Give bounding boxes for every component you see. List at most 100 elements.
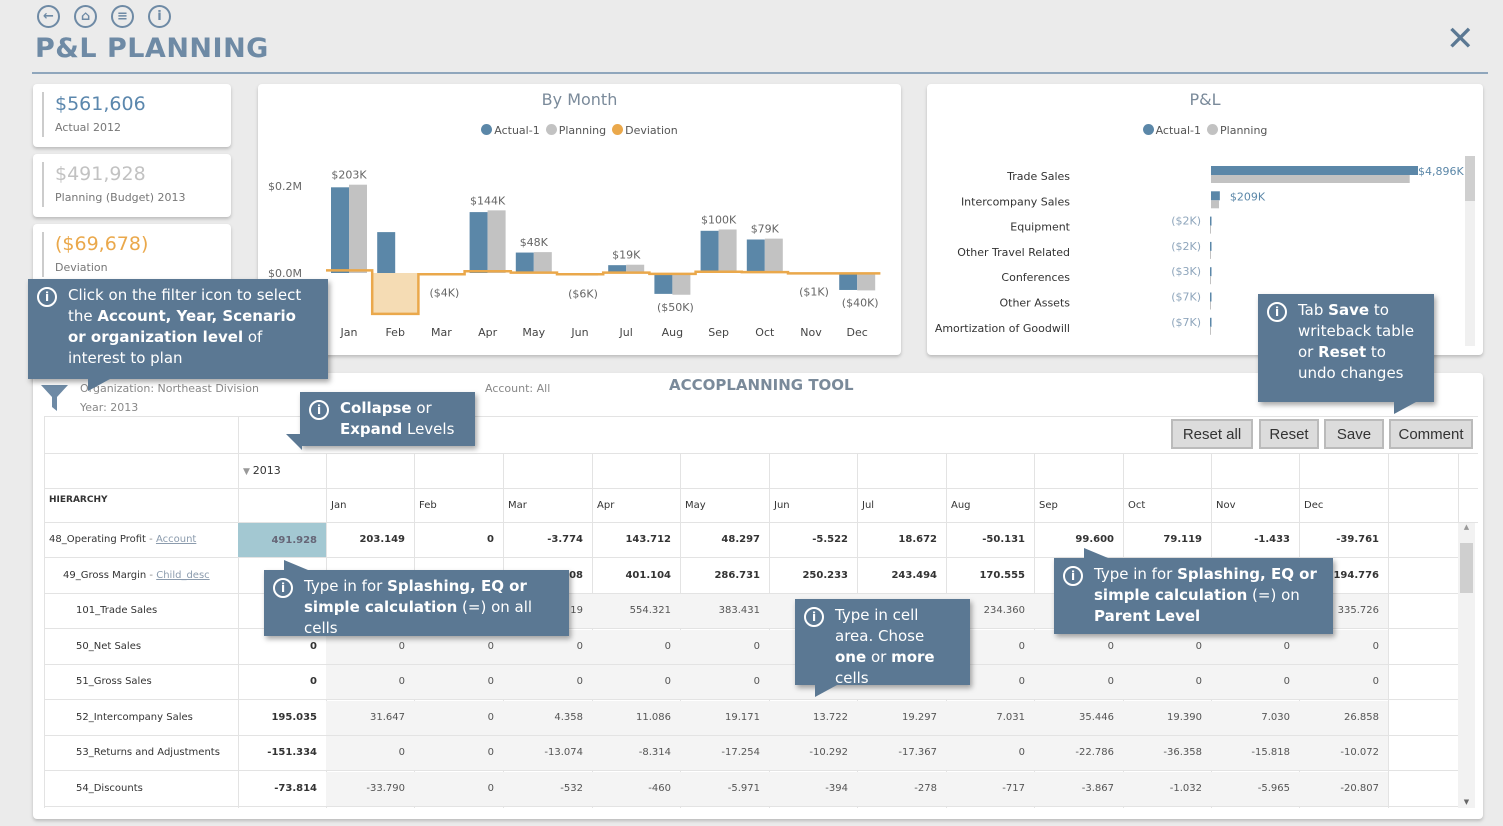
table-cell[interactable]: -8.314 [638, 747, 671, 758]
table-cell[interactable]: 19.390 [1167, 711, 1202, 723]
table-cell[interactable]: 0 [1283, 640, 1290, 652]
table-cell[interactable]: 0 [1018, 676, 1025, 687]
table-cell[interactable]: 203.149 [359, 534, 405, 545]
table-cell[interactable]: 0 [664, 640, 671, 652]
table-cell[interactable]: -717 [1002, 782, 1025, 794]
reset-button[interactable]: Reset [1259, 419, 1319, 449]
table-cell[interactable]: 0 [753, 640, 760, 652]
table-cell[interactable]: 0 [487, 640, 494, 652]
collapse-triangle-icon[interactable]: ▼ [243, 467, 253, 477]
table-cell[interactable]: -15.818 [1251, 747, 1290, 758]
table-cell[interactable]: 0 [310, 676, 317, 687]
row-link[interactable]: Child_desc [156, 569, 210, 581]
back-icon[interactable]: ← [37, 5, 60, 28]
table-cell[interactable]: 243.494 [891, 569, 937, 581]
table-cell[interactable]: -50.131 [982, 534, 1025, 545]
table-cell[interactable]: 0 [1372, 640, 1379, 652]
table-cell[interactable]: 401.104 [625, 569, 671, 581]
scroll-down-icon[interactable]: ▼ [1463, 798, 1470, 806]
table-cell[interactable]: 0 [576, 640, 583, 652]
table-cell[interactable]: -10.292 [809, 747, 848, 758]
table-cell[interactable]: 143.712 [625, 534, 671, 545]
year-toggle[interactable]: ▼ 2013 [243, 453, 281, 488]
table-cell[interactable]: 0 [487, 711, 494, 723]
row-label[interactable]: 101_Trade Sales [76, 593, 157, 628]
table-scrollbar[interactable]: ▲ ▼ [1458, 523, 1475, 808]
table-cell[interactable]: 79.119 [1163, 534, 1202, 545]
table-cell[interactable]: 0 [753, 676, 760, 687]
scroll-up-icon[interactable]: ▲ [1463, 523, 1470, 531]
table-cell[interactable]: 11.086 [636, 711, 671, 723]
table-cell[interactable]: -5.971 [727, 782, 760, 794]
row-label[interactable]: 48_Operating Profit - Account [49, 522, 196, 557]
table-cell[interactable]: 0 [398, 640, 405, 652]
table-cell[interactable]: 0 [1372, 676, 1379, 687]
table-cell[interactable]: -3.867 [1081, 782, 1114, 794]
row-label[interactable]: 54_Discounts [76, 771, 143, 806]
table-cell[interactable]: 35.446 [1079, 711, 1114, 723]
table-cell[interactable]: -278 [914, 782, 937, 794]
home-icon[interactable]: ⌂ [74, 5, 97, 28]
table-cell[interactable]: 18.672 [898, 534, 937, 545]
table-cell[interactable]: 0 [1107, 640, 1114, 652]
table-cell[interactable]: -151.334 [267, 747, 317, 758]
table-cell[interactable]: 0 [398, 747, 405, 758]
table-cell[interactable]: -532 [560, 782, 583, 794]
table-cell[interactable]: 0 [398, 676, 405, 687]
table-cell[interactable]: 0 [576, 676, 583, 687]
table-cell[interactable]: 195.035 [271, 711, 317, 723]
table-cell[interactable]: 554.321 [629, 605, 671, 616]
table-cell[interactable]: -17.367 [898, 747, 937, 758]
table-cell[interactable]: -36.358 [1163, 747, 1202, 758]
table-cell[interactable]: 250.233 [802, 569, 848, 581]
table-cell[interactable]: 19 [570, 605, 583, 616]
info-icon[interactable]: i [148, 5, 171, 28]
table-cell[interactable]: -460 [648, 782, 671, 794]
table-cell[interactable]: -1.032 [1169, 782, 1202, 794]
row-link[interactable]: Account [155, 534, 197, 545]
row-label[interactable]: 53_Returns and Adjustments [76, 735, 220, 770]
table-cell[interactable]: 491.928 [238, 523, 326, 557]
table-cell[interactable]: 0 [1195, 676, 1202, 687]
table-cell[interactable]: -1.433 [1254, 534, 1290, 545]
table-cell[interactable]: 26.858 [1344, 711, 1379, 723]
table-cell[interactable]: -39.761 [1336, 534, 1379, 545]
table-cell[interactable]: 7.031 [996, 711, 1025, 723]
row-label[interactable]: 49_Gross Margin - Child_desc [63, 558, 210, 593]
table-cell[interactable]: 48.297 [721, 534, 760, 545]
table-cell[interactable]: -17.254 [721, 747, 760, 758]
table-cell[interactable]: 0 [1018, 640, 1025, 652]
table-cell[interactable]: -10.072 [1340, 747, 1379, 758]
table-cell[interactable]: 335.726 [1337, 605, 1379, 616]
table-cell[interactable]: 0 [310, 640, 317, 652]
table-cell[interactable]: -33.790 [366, 782, 405, 794]
table-cell[interactable]: 234.360 [983, 605, 1025, 616]
scrollbar[interactable] [1465, 156, 1475, 346]
close-icon[interactable]: ✕ [1446, 19, 1475, 59]
table-cell[interactable]: -394 [825, 782, 848, 794]
table-cell[interactable]: 0 [1195, 640, 1202, 652]
table-cell[interactable]: 7.030 [1261, 711, 1290, 723]
menu-icon[interactable]: ≡ [111, 5, 134, 28]
row-label[interactable]: 52_Intercompany Sales [76, 700, 193, 735]
table-cell[interactable]: 19.297 [902, 711, 937, 723]
table-cell[interactable]: 31.647 [370, 711, 405, 723]
table-cell[interactable]: -5.965 [1257, 782, 1290, 794]
table-cell[interactable]: 0 [664, 676, 671, 687]
table-cell[interactable]: 99.600 [1075, 534, 1114, 545]
table-cell[interactable]: -73.814 [274, 782, 317, 794]
row-label[interactable]: 51_Gross Sales [76, 664, 152, 699]
table-cell[interactable]: 0 [1018, 747, 1025, 758]
table-cell[interactable]: 08 [569, 569, 583, 581]
table-cell[interactable]: -20.807 [1340, 782, 1379, 794]
save-button[interactable]: Save [1324, 419, 1384, 449]
table-cell[interactable]: 0 [487, 747, 494, 758]
comment-button[interactable]: Comment [1389, 419, 1473, 449]
table-cell[interactable]: 0 [487, 782, 494, 794]
table-cell[interactable]: -22.786 [1075, 747, 1114, 758]
table-cell[interactable]: 13.722 [813, 711, 848, 723]
filter-icon[interactable] [40, 383, 70, 413]
table-cell[interactable]: 4.358 [554, 711, 583, 723]
reset-all-button[interactable]: Reset all [1171, 419, 1253, 449]
table-cell[interactable]: 286.731 [714, 569, 760, 581]
